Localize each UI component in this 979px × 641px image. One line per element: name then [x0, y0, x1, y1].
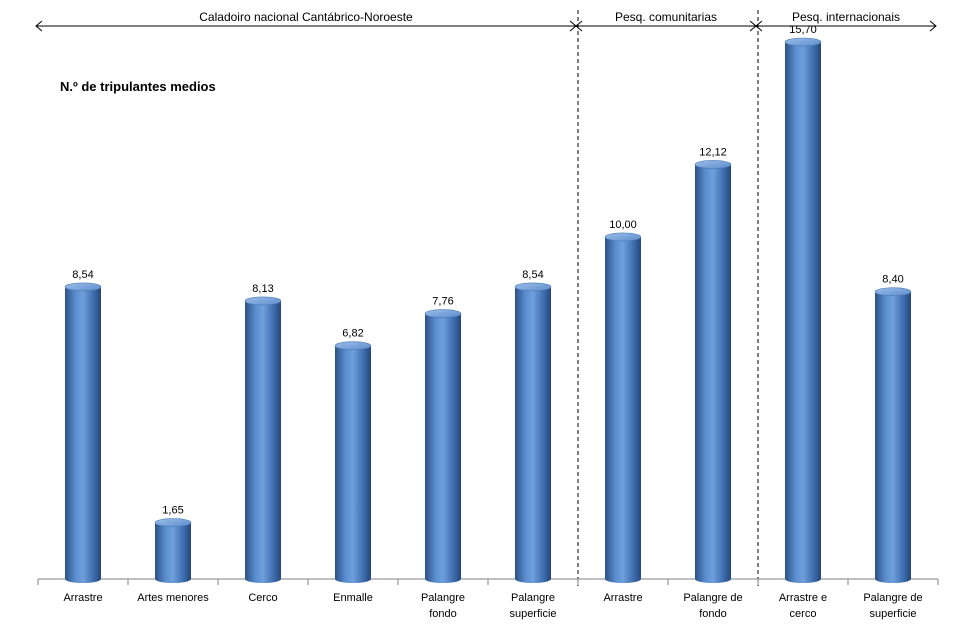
data-label: 8,54: [72, 269, 93, 281]
bar-top: [604, 232, 642, 242]
group-label: Caladoiro nacional Cantábrico-Noroeste: [199, 10, 413, 24]
data-label: 8,54: [522, 269, 543, 281]
bar: [425, 313, 461, 583]
data-label: 8,40: [882, 274, 903, 286]
bar: [785, 42, 821, 583]
bar-top: [64, 282, 102, 292]
data-label: 7,76: [432, 296, 453, 308]
category-label: fondo: [699, 608, 727, 620]
category-label: superficie: [869, 608, 916, 620]
bar-top: [244, 296, 282, 306]
category-label: Arrastre: [603, 592, 642, 604]
category-label: Palangre: [511, 592, 555, 604]
data-label: 10,00: [609, 219, 637, 231]
category-label: Artes menores: [137, 592, 209, 604]
category-label: cerco: [790, 608, 817, 620]
bar-top: [334, 341, 372, 351]
arrow-head: [35, 20, 43, 32]
data-label: 6,82: [342, 328, 363, 340]
category-label: Palangre de: [683, 592, 742, 604]
bar-top: [874, 287, 912, 296]
data-label: 1,65: [162, 505, 183, 517]
category-label: Arrastre e: [779, 592, 827, 604]
group-label: Pesq. internacionais: [792, 10, 900, 24]
bar: [335, 345, 371, 583]
data-label: 15,70: [789, 24, 817, 36]
data-label: 12,12: [699, 146, 727, 158]
bar-top: [424, 309, 462, 318]
bar-top: [694, 160, 732, 169]
arrow-head: [575, 20, 583, 32]
category-label: Enmalle: [333, 592, 373, 604]
arrow-head: [755, 20, 763, 32]
category-label: superficie: [509, 608, 556, 620]
bar: [515, 286, 551, 583]
category-label: Palangre: [421, 592, 465, 604]
data-label: 8,13: [252, 283, 273, 295]
bar: [605, 236, 641, 583]
bar: [65, 286, 101, 583]
chart-title: N.º de tripulantes medios: [60, 79, 216, 94]
category-label: Cerco: [248, 592, 277, 604]
bar-top: [784, 37, 822, 47]
bar-top: [514, 282, 552, 292]
category-label: Arrastre: [63, 592, 102, 604]
bar: [245, 300, 281, 583]
category-label: Palangre de: [863, 592, 922, 604]
bar: [155, 522, 191, 583]
bar-top: [154, 518, 192, 527]
category-label: fondo: [429, 608, 457, 620]
bar: [875, 291, 911, 583]
arrow-head: [929, 20, 937, 32]
bar: [695, 164, 731, 583]
group-label: Pesq. comunitarias: [615, 10, 717, 24]
